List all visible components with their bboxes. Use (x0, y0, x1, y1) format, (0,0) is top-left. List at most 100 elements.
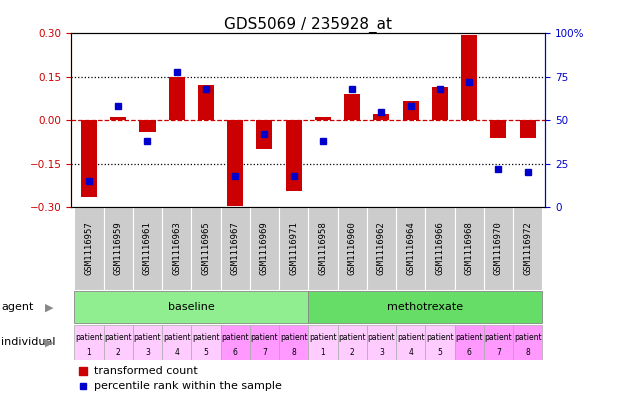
Text: individual: individual (1, 338, 56, 347)
Text: patient: patient (251, 333, 278, 342)
FancyBboxPatch shape (513, 325, 542, 360)
FancyBboxPatch shape (75, 325, 104, 360)
FancyBboxPatch shape (425, 207, 455, 290)
Text: 7: 7 (496, 349, 501, 358)
Text: patient: patient (134, 333, 161, 342)
Text: percentile rank within the sample: percentile rank within the sample (94, 381, 282, 391)
FancyBboxPatch shape (308, 292, 542, 323)
Text: GSM1116958: GSM1116958 (319, 222, 327, 275)
FancyBboxPatch shape (191, 207, 220, 290)
Bar (491, 120, 507, 138)
Text: 2: 2 (350, 349, 355, 358)
Text: GSM1116966: GSM1116966 (435, 222, 445, 275)
Text: GSM1116959: GSM1116959 (114, 222, 123, 275)
Bar (315, 118, 331, 120)
FancyBboxPatch shape (133, 207, 162, 290)
FancyBboxPatch shape (396, 325, 425, 360)
Text: transformed count: transformed count (94, 366, 198, 376)
Text: GSM1116970: GSM1116970 (494, 222, 503, 275)
FancyBboxPatch shape (250, 207, 279, 290)
Text: patient: patient (222, 333, 249, 342)
Text: patient: patient (484, 333, 512, 342)
Text: patient: patient (397, 333, 425, 342)
Text: methotrexate: methotrexate (388, 302, 463, 312)
Text: 4: 4 (175, 349, 179, 358)
Text: patient: patient (455, 333, 483, 342)
Text: 5: 5 (438, 349, 442, 358)
Bar (461, 35, 477, 120)
Bar (286, 120, 302, 191)
Bar (140, 120, 155, 132)
Text: 6: 6 (233, 349, 238, 358)
Bar (227, 120, 243, 206)
Text: 8: 8 (291, 349, 296, 358)
Text: GSM1116964: GSM1116964 (406, 222, 415, 275)
Text: patient: patient (309, 333, 337, 342)
FancyBboxPatch shape (104, 325, 133, 360)
Title: GDS5069 / 235928_at: GDS5069 / 235928_at (224, 17, 392, 33)
FancyBboxPatch shape (484, 207, 513, 290)
Text: 6: 6 (467, 349, 471, 358)
Text: patient: patient (514, 333, 542, 342)
Text: patient: patient (368, 333, 395, 342)
Text: GSM1116963: GSM1116963 (172, 222, 181, 275)
FancyBboxPatch shape (338, 207, 367, 290)
FancyBboxPatch shape (367, 325, 396, 360)
FancyBboxPatch shape (396, 207, 425, 290)
Bar (373, 114, 389, 120)
Text: GSM1116965: GSM1116965 (201, 222, 211, 275)
Text: patient: patient (75, 333, 103, 342)
Text: 1: 1 (320, 349, 325, 358)
Text: 8: 8 (525, 349, 530, 358)
Text: 7: 7 (262, 349, 267, 358)
Text: patient: patient (192, 333, 220, 342)
Bar (198, 86, 214, 120)
Bar (256, 120, 273, 149)
Text: patient: patient (280, 333, 307, 342)
Bar (81, 120, 97, 197)
FancyBboxPatch shape (191, 325, 220, 360)
FancyBboxPatch shape (279, 207, 308, 290)
Bar (169, 77, 185, 120)
FancyBboxPatch shape (104, 207, 133, 290)
Text: GSM1116961: GSM1116961 (143, 222, 152, 275)
FancyBboxPatch shape (513, 207, 542, 290)
FancyBboxPatch shape (367, 207, 396, 290)
Text: GSM1116967: GSM1116967 (231, 222, 240, 275)
FancyBboxPatch shape (162, 207, 191, 290)
Text: baseline: baseline (168, 302, 215, 312)
Bar (520, 120, 536, 138)
FancyBboxPatch shape (425, 325, 455, 360)
Text: GSM1116968: GSM1116968 (465, 222, 474, 275)
Text: ▶: ▶ (45, 302, 53, 312)
FancyBboxPatch shape (75, 207, 104, 290)
Text: 3: 3 (379, 349, 384, 358)
Text: GSM1116962: GSM1116962 (377, 222, 386, 275)
Text: 2: 2 (116, 349, 120, 358)
FancyBboxPatch shape (455, 325, 484, 360)
Text: GSM1116971: GSM1116971 (289, 222, 298, 275)
Text: patient: patient (338, 333, 366, 342)
Text: GSM1116969: GSM1116969 (260, 222, 269, 275)
Text: ▶: ▶ (45, 338, 53, 347)
FancyBboxPatch shape (455, 207, 484, 290)
FancyBboxPatch shape (308, 325, 338, 360)
FancyBboxPatch shape (338, 325, 367, 360)
FancyBboxPatch shape (220, 207, 250, 290)
Text: patient: patient (104, 333, 132, 342)
Text: GSM1116960: GSM1116960 (348, 222, 356, 275)
FancyBboxPatch shape (133, 325, 162, 360)
FancyBboxPatch shape (220, 325, 250, 360)
Text: GSM1116972: GSM1116972 (523, 222, 532, 275)
FancyBboxPatch shape (162, 325, 191, 360)
Text: patient: patient (426, 333, 454, 342)
Text: GSM1116957: GSM1116957 (84, 222, 94, 275)
Text: patient: patient (163, 333, 191, 342)
Bar (344, 94, 360, 120)
FancyBboxPatch shape (250, 325, 279, 360)
Text: 1: 1 (86, 349, 91, 358)
Bar (110, 118, 126, 120)
Bar (432, 87, 448, 120)
FancyBboxPatch shape (279, 325, 308, 360)
FancyBboxPatch shape (484, 325, 513, 360)
